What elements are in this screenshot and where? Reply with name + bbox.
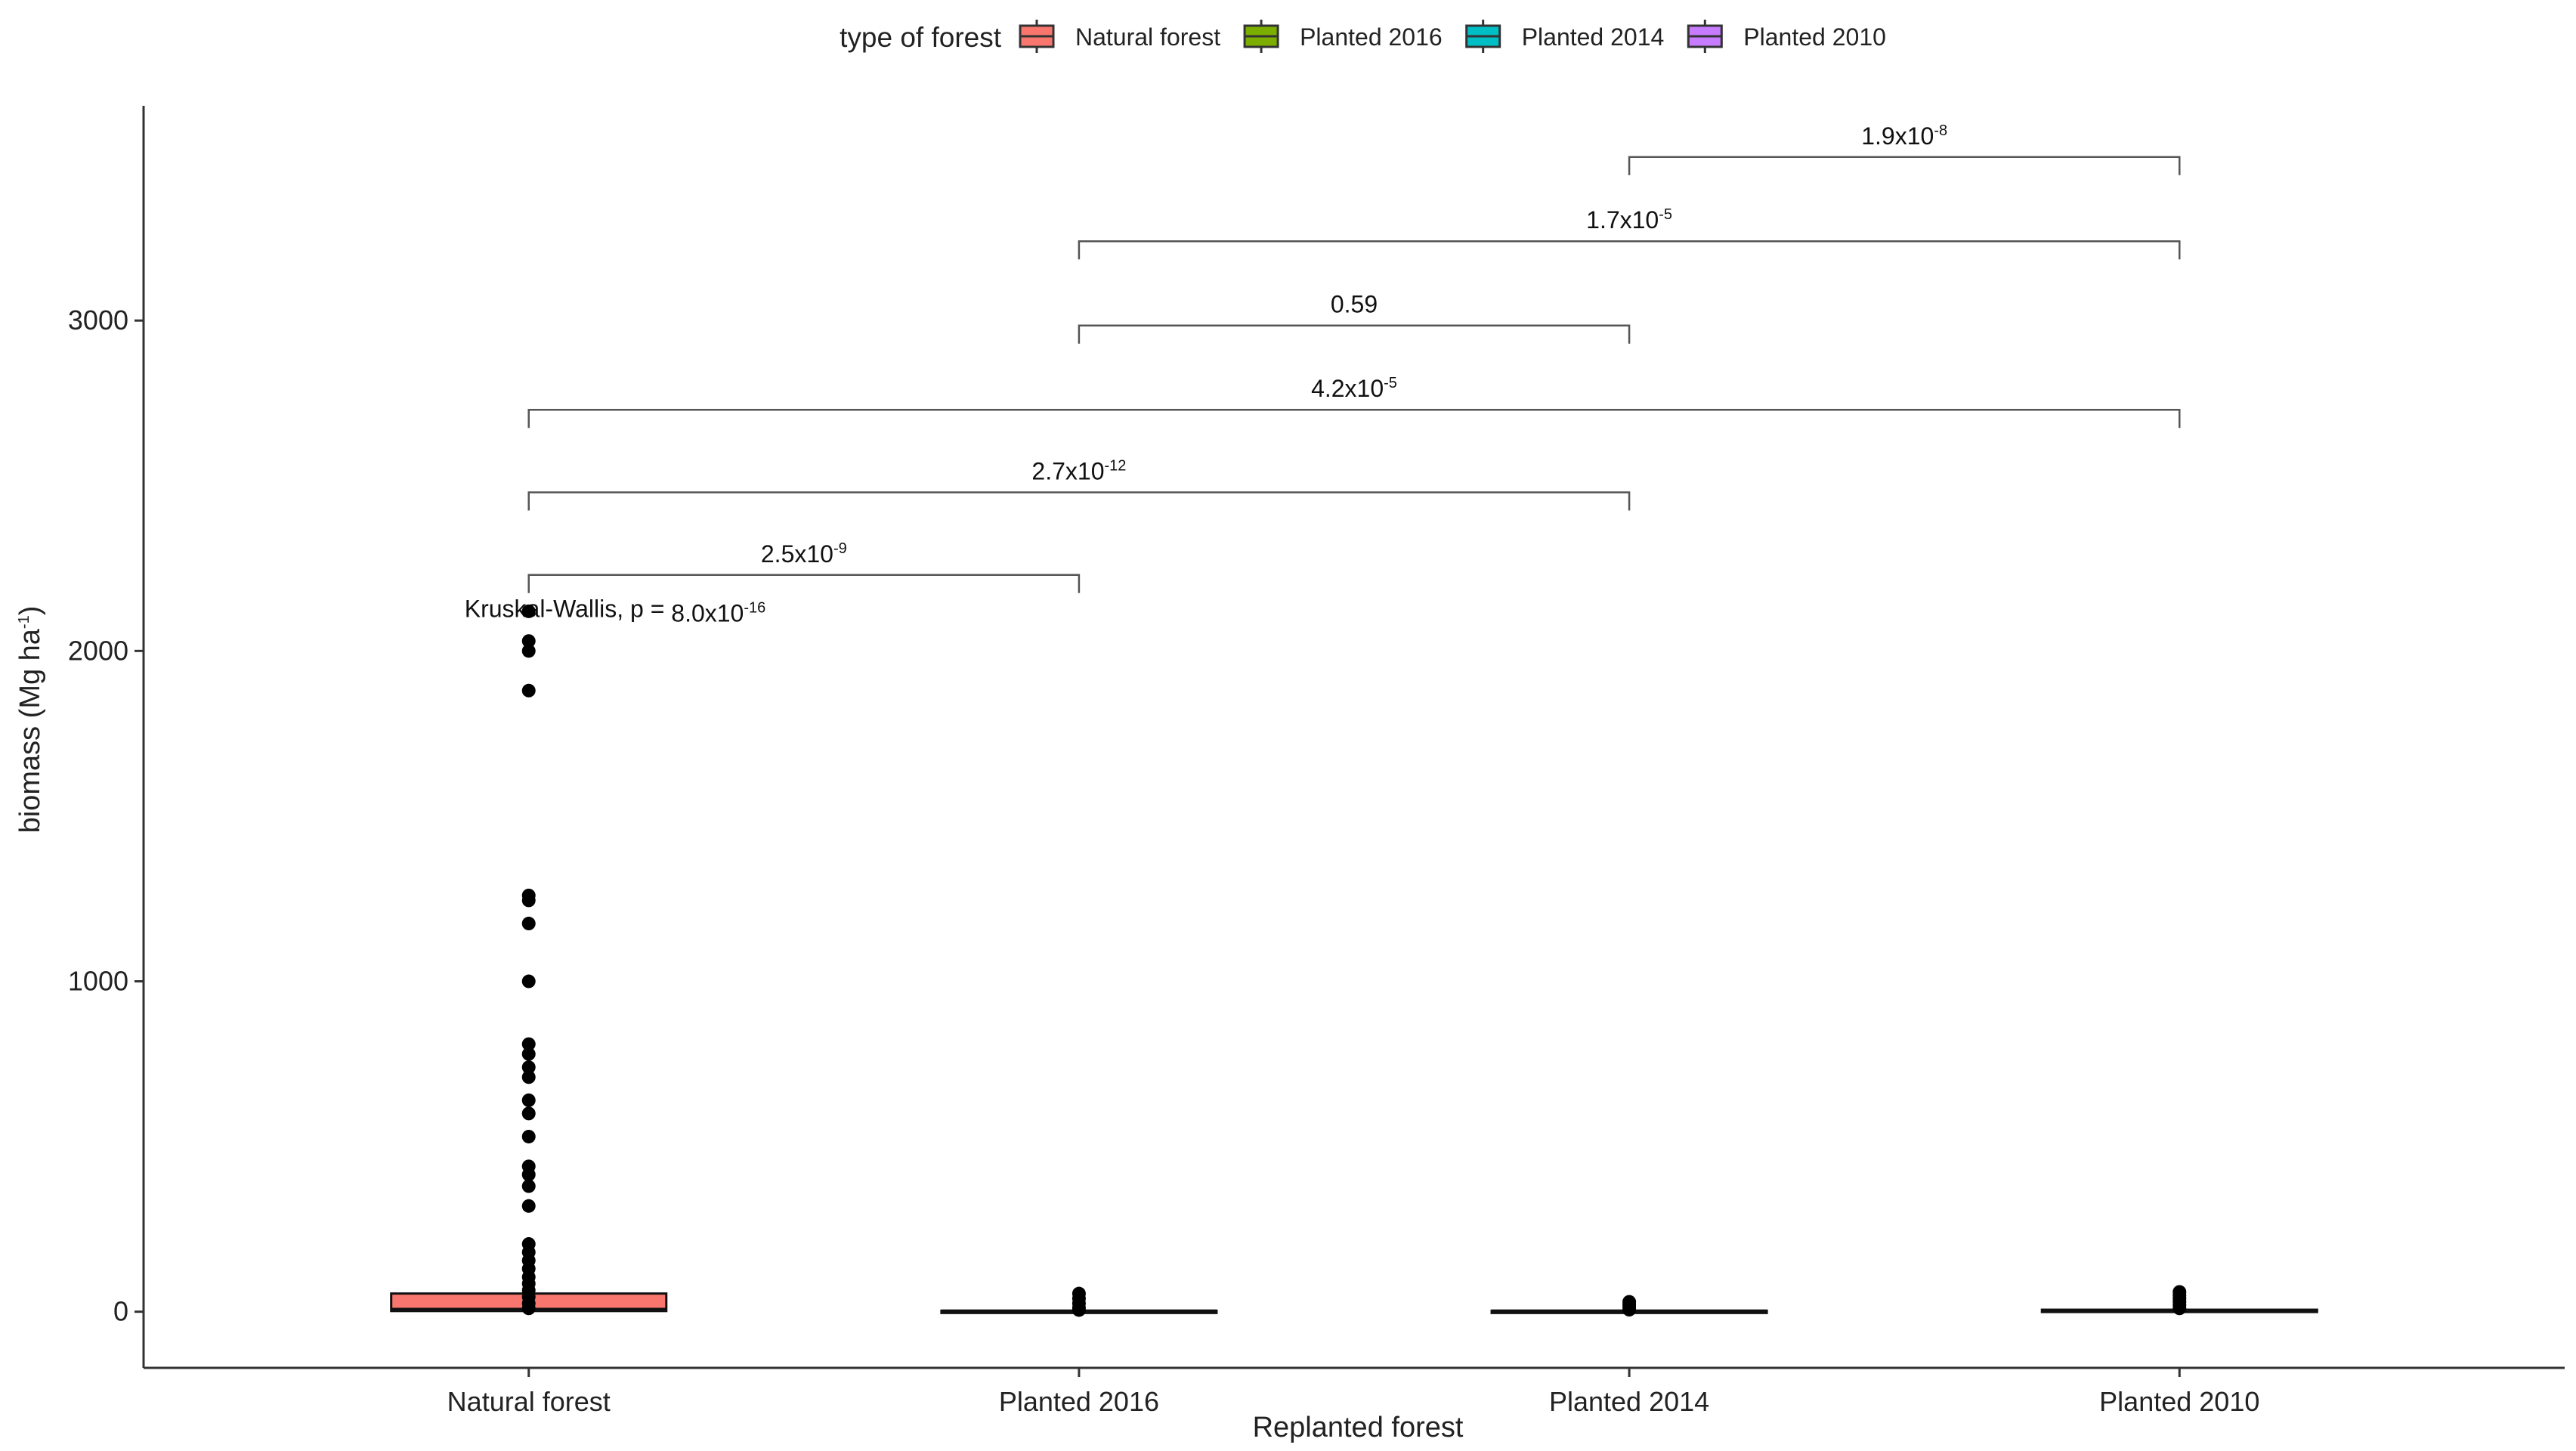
legend-entry: Planted 2010 xyxy=(1687,20,1886,53)
comparison-p-value: 0.59 xyxy=(1331,291,1378,318)
y-tick-label: 1000 xyxy=(68,966,128,997)
y-tick-label: 0 xyxy=(113,1296,128,1327)
comparison-p-value: 2.7x10-12 xyxy=(1031,457,1126,484)
x-tick-label: Planted 2014 xyxy=(1549,1386,1709,1417)
comparison-brackets: 2.5x10-9 2.7x10-12 4.2x10-5 0.59 1.7x10-5 1.9… xyxy=(465,122,2181,627)
outlier-point xyxy=(521,1106,536,1121)
x-tick-label: Planted 2010 xyxy=(2099,1386,2259,1417)
comparison-bracket xyxy=(527,408,2181,428)
comparison-p-value: 1.9x10-8 xyxy=(1861,122,1947,150)
outlier-point xyxy=(521,1168,536,1182)
outlier-point xyxy=(1622,1303,1637,1317)
legend: type of forest Natural forest Planted 201… xyxy=(840,20,1886,53)
y-axis-title-sup: -1 xyxy=(16,615,32,629)
y-tick-label: 3000 xyxy=(68,305,128,336)
outlier-point xyxy=(521,1047,536,1061)
box-group xyxy=(2040,1285,2318,1316)
outlier-point xyxy=(521,917,536,931)
x-tick-label: Planted 2016 xyxy=(999,1386,1159,1417)
comparison-bracket xyxy=(1078,324,1631,344)
comparison-p-value: 4.2x10-5 xyxy=(1311,375,1397,402)
kruskal-wallis-label: Kruskal-Wallis, p = 8.0x10-16 xyxy=(465,596,766,627)
outlier-point xyxy=(521,974,536,988)
y-axis-title-base: biomass (Mg ha xyxy=(14,628,46,833)
axes: 0 1000 2000 3000 Natural forest Planted 2016 P… xyxy=(68,106,2565,1417)
legend-label: Planted 2014 xyxy=(1522,23,1665,51)
outlier-point xyxy=(521,1129,536,1143)
box-group xyxy=(1490,1295,1768,1317)
legend-label: Natural forest xyxy=(1075,23,1220,51)
x-axis-title: Replanted forest xyxy=(1253,1412,1464,1443)
y-axis-title: biomass (Mg ha-1) xyxy=(14,606,46,834)
outlier-point xyxy=(521,1037,536,1051)
outlier-point xyxy=(2172,1301,2187,1316)
legend-label: Planted 2010 xyxy=(1743,23,1886,51)
comparison-bracket xyxy=(1078,240,2181,260)
comparison-bracket xyxy=(1628,156,2181,175)
outlier-point xyxy=(521,644,536,658)
box-group xyxy=(390,604,668,1316)
comparison-p-value: 1.7x10-5 xyxy=(1586,206,1672,234)
comparison-bracket xyxy=(527,574,1081,593)
boxes xyxy=(390,604,2318,1317)
outlier-point xyxy=(521,1199,536,1213)
y-tick-label: 2000 xyxy=(68,635,128,666)
legend-entry: Planted 2014 xyxy=(1465,20,1665,53)
outlier-point xyxy=(521,1093,536,1107)
comparison-bracket xyxy=(527,491,1631,511)
outlier-point xyxy=(521,1060,536,1075)
outlier-point xyxy=(521,1301,536,1316)
outlier-point xyxy=(521,634,536,648)
outlier-point xyxy=(521,893,536,908)
x-tick-label: Natural forest xyxy=(447,1386,611,1417)
outlier-point xyxy=(521,1070,536,1084)
outlier-point xyxy=(1072,1303,1086,1317)
legend-entry: Natural forest xyxy=(1019,20,1220,53)
box-group xyxy=(940,1286,1218,1317)
outlier-point xyxy=(521,683,536,698)
legend-label: Planted 2016 xyxy=(1300,23,1443,51)
y-axis-title-tail: ) xyxy=(14,606,46,616)
outlier-point xyxy=(521,1179,536,1193)
comparison-p-value: 2.5x10-9 xyxy=(761,540,847,568)
legend-entry: Planted 2016 xyxy=(1243,20,1443,53)
outlier-point xyxy=(521,604,536,618)
legend-title: type of forest xyxy=(840,22,1002,53)
